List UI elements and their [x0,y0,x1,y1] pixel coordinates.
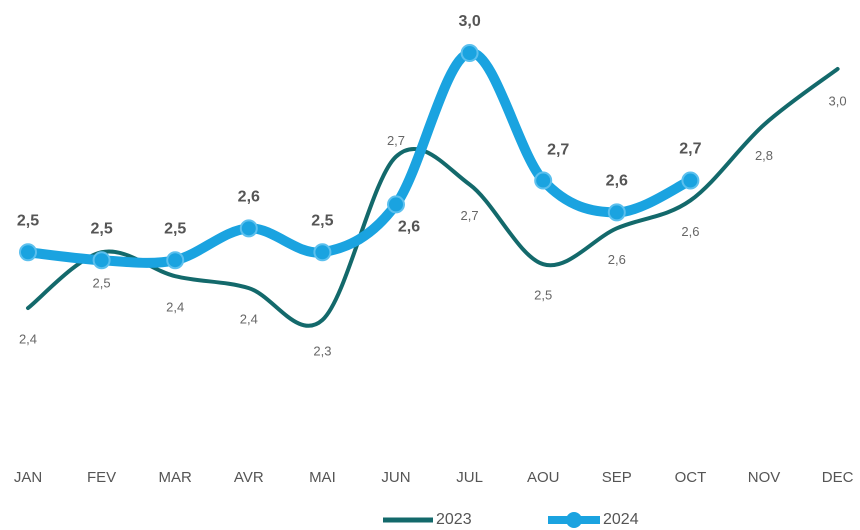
data-label: 2,6 [681,224,699,239]
data-label: 3,0 [829,93,847,108]
point-marker [92,251,111,270]
data-label: 3,0 [458,13,480,30]
point-marker [166,251,185,270]
x-tick-label: JUN [381,469,410,486]
data-label: 2,5 [534,288,552,303]
x-tick-label: OCT [675,469,707,486]
data-label: 2,7 [461,208,479,223]
point-marker [313,243,332,262]
data-label: 2,5 [93,276,111,291]
legend-swatch [566,512,582,528]
series-line [26,66,840,328]
point-marker [534,171,553,190]
x-tick-label: SEP [602,469,632,486]
data-label: 2,7 [387,133,405,148]
x-tick-label: FEV [87,469,116,486]
data-label: 2,8 [755,148,773,163]
series-line [23,48,696,268]
point-marker [239,219,258,238]
x-tick-label: JAN [14,469,42,486]
x-tick-label: DEC [822,469,854,486]
data-label: 2,7 [679,141,701,158]
x-tick-label: AOU [527,469,560,486]
point-marker [681,171,700,190]
data-label: 2,6 [398,219,420,236]
data-label: 2,4 [240,312,258,327]
data-label: 2,6 [238,189,260,206]
x-tick-label: JUL [456,469,483,486]
x-tick-label: AVR [234,469,264,486]
x-tick-label: NOV [748,469,781,486]
point-marker [607,203,626,222]
data-label: 2,5 [311,212,333,229]
data-label: 2,7 [547,142,569,159]
x-tick-label: MAR [159,469,193,486]
data-label: 2,4 [166,300,184,315]
data-label: 2,6 [608,252,626,267]
data-label: 2,3 [313,343,331,358]
data-label: 2,5 [164,220,186,237]
data-label: 2,5 [17,212,39,229]
point-marker [19,243,37,262]
data-label: 2,4 [19,331,37,346]
data-label: 2,6 [606,173,628,190]
legend-label: 2024 [603,511,639,528]
point-marker [387,195,405,214]
point-marker [460,44,479,62]
x-tick-label: MAI [309,469,336,486]
data-label: 2,5 [90,220,112,237]
legend-label: 2023 [436,511,472,528]
